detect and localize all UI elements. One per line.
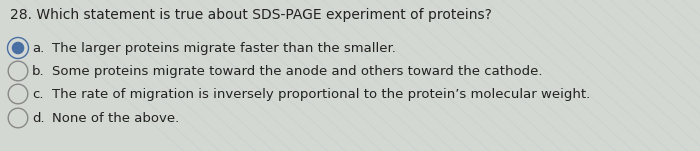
Text: None of the above.: None of the above. bbox=[52, 112, 179, 125]
Ellipse shape bbox=[12, 42, 24, 54]
Text: a.: a. bbox=[32, 42, 44, 55]
Text: The larger proteins migrate faster than the smaller.: The larger proteins migrate faster than … bbox=[52, 42, 396, 55]
Text: The rate of migration is inversely proportional to the protein’s molecular weigh: The rate of migration is inversely propo… bbox=[52, 88, 590, 101]
Text: d.: d. bbox=[32, 112, 45, 125]
Text: 28. Which statement is true about SDS-PAGE experiment of proteins?: 28. Which statement is true about SDS-PA… bbox=[10, 8, 492, 22]
Text: b.: b. bbox=[32, 65, 45, 78]
Text: c.: c. bbox=[32, 88, 43, 101]
Text: Some proteins migrate toward the anode and others toward the cathode.: Some proteins migrate toward the anode a… bbox=[52, 65, 542, 78]
